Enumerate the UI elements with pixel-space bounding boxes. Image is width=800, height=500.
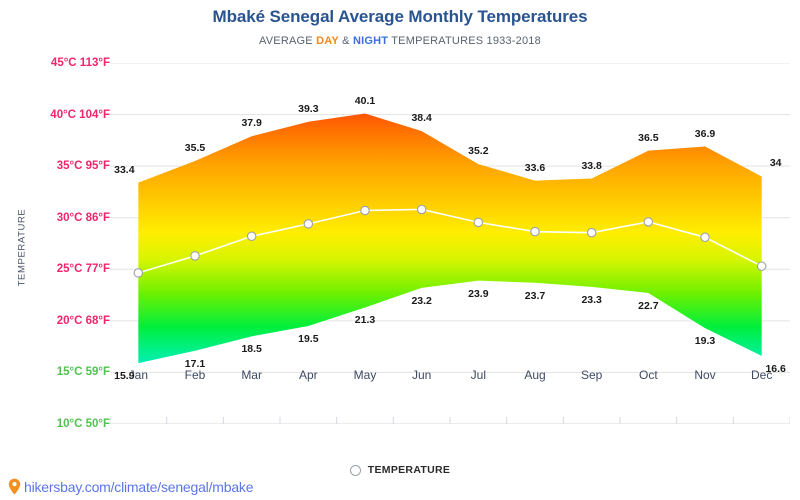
data-point-marker[interactable] xyxy=(530,226,540,237)
source-footer[interactable]: hikersbay.com/climate/senegal/mbake xyxy=(8,478,253,495)
min-temperature-label: 16.6 xyxy=(765,362,786,375)
data-point-marker[interactable] xyxy=(643,217,654,227)
y-axis-title: TEMPERATURE xyxy=(16,208,28,287)
max-temperature-label: 36.9 xyxy=(694,127,716,140)
map-pin-icon xyxy=(8,478,21,495)
max-temperature-label: 33.4 xyxy=(114,163,135,176)
legend-label: TEMPERATURE xyxy=(367,464,451,476)
max-temperature-label: 38.4 xyxy=(411,112,432,125)
x-axis-month-label: Feb xyxy=(184,368,206,382)
source-url[interactable]: hikersbay.com/climate/senegal/mbake xyxy=(24,478,254,495)
x-axis-month-label: Apr xyxy=(298,368,318,382)
max-temperature-label: 36.5 xyxy=(638,131,659,144)
y-axis-tick-label: 30°C 86°F xyxy=(56,211,110,224)
y-axis-tick-label: 10°C 50°F xyxy=(56,418,110,430)
min-temperature-label: 23.3 xyxy=(581,293,602,306)
x-axis-month-label: Oct xyxy=(638,368,658,382)
min-temperature-label: 19.5 xyxy=(298,333,319,345)
min-temperature-label: 21.3 xyxy=(354,314,376,327)
data-point-marker[interactable] xyxy=(416,204,427,215)
max-temperature-label: 35.2 xyxy=(468,145,489,158)
plot-area xyxy=(109,62,791,425)
subtitle-suffix: TEMPERATURES 1933-2018 xyxy=(388,35,541,47)
data-point-marker[interactable] xyxy=(133,268,144,278)
y-axis-tick-label: 45°C 113°F xyxy=(50,57,110,69)
average-temperature-markers xyxy=(133,204,767,278)
x-axis-month-label: Jan xyxy=(128,368,148,382)
data-point-marker[interactable] xyxy=(586,227,597,238)
data-point-marker[interactable] xyxy=(700,232,710,243)
subtitle-night: NIGHT xyxy=(352,35,389,47)
data-point-marker[interactable] xyxy=(303,219,314,229)
data-point-marker[interactable] xyxy=(190,251,200,261)
x-axis-month-label: May xyxy=(353,368,377,382)
page-title: Mbaké Senegal Average Monthly Temperatur… xyxy=(212,7,588,26)
circle-marker-icon xyxy=(349,464,361,476)
data-point-marker[interactable] xyxy=(246,231,257,242)
max-temperature-label: 33.6 xyxy=(524,161,546,174)
y-axis-tick-label: 25°C 77°F xyxy=(56,263,110,276)
subtitle-day: DAY xyxy=(316,35,339,47)
max-temperature-label: 40.1 xyxy=(354,94,376,107)
x-axis-month-label: Aug xyxy=(524,368,546,382)
y-axis-tick-label: 20°C 68°F xyxy=(56,314,110,327)
x-axis-month-label: Jul xyxy=(470,368,486,382)
max-temperature-label: 37.9 xyxy=(241,117,262,130)
x-axis-month-label: Mar xyxy=(241,368,262,382)
x-axis-ticks xyxy=(109,417,791,424)
max-temperature-label: 34 xyxy=(769,157,782,170)
x-axis-month-label: Jun xyxy=(411,368,432,382)
data-point-marker[interactable] xyxy=(756,261,767,271)
chart-subtitle: AVERAGE DAY & NIGHT TEMPERATURES 1933-20… xyxy=(0,35,800,47)
subtitle-ampersand: & xyxy=(338,35,353,47)
min-temperature-label: 23.2 xyxy=(411,294,432,307)
max-temperature-label: 33.8 xyxy=(581,159,602,172)
min-temperature-label: 23.7 xyxy=(524,289,546,302)
min-temperature-label: 15.9 xyxy=(114,370,135,383)
subtitle-prefix: AVERAGE xyxy=(259,35,317,47)
max-temperature-label: 39.3 xyxy=(298,102,319,115)
data-point-marker[interactable] xyxy=(473,217,484,228)
data-point-marker[interactable] xyxy=(360,205,370,216)
chart-legend: TEMPERATURE xyxy=(0,464,800,476)
y-axis-tick-label: 35°C 95°F xyxy=(56,160,110,173)
chart-svg xyxy=(109,62,791,425)
min-temperature-label: 23.9 xyxy=(468,287,489,300)
x-axis-month-label: Nov xyxy=(694,368,716,382)
min-temperature-label: 17.1 xyxy=(184,357,206,370)
x-axis-month-label: Dec xyxy=(750,368,773,382)
min-temperature-label: 19.3 xyxy=(694,335,716,348)
min-temperature-label: 18.5 xyxy=(241,343,262,356)
y-axis-tick-label: 40°C 104°F xyxy=(50,108,110,121)
max-temperature-label: 35.5 xyxy=(184,141,206,154)
x-axis-month-label: Sep xyxy=(580,368,603,382)
y-axis-tick-label: 15°C 59°F xyxy=(56,366,110,379)
average-temperature-line xyxy=(137,208,763,274)
min-temperature-label: 22.7 xyxy=(638,300,659,312)
